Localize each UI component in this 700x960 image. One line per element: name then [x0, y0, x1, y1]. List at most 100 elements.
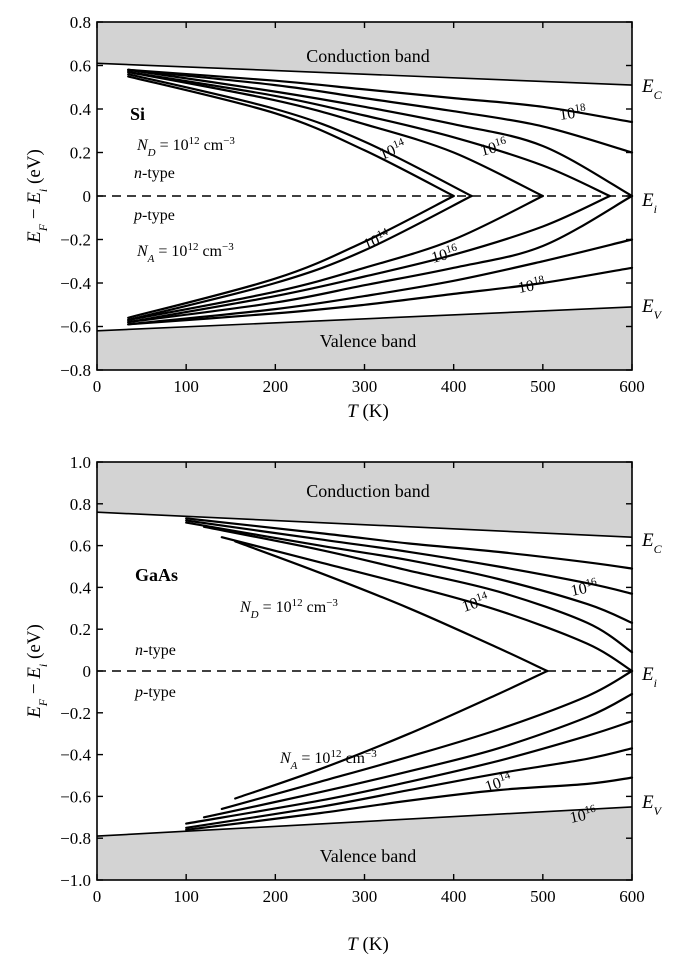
n-letter: n — [135, 642, 143, 659]
x-axis-var: T — [347, 934, 359, 955]
nd-symbol: N — [136, 137, 149, 154]
na-unit: cm — [341, 750, 365, 767]
n-type-curve-2 — [220, 536, 634, 673]
nd-unit: cm — [200, 137, 224, 154]
p-letter: p — [134, 684, 143, 701]
x-tick-label: 500 — [530, 887, 556, 906]
p-type-curve-4 — [127, 194, 611, 324]
nd-doping-label: ND = 1012 cm−3 — [136, 135, 235, 159]
conduction-band-fill — [97, 22, 632, 86]
na-symbol: N — [136, 243, 149, 260]
x-axis-var: T — [347, 401, 359, 422]
fermi-level-curves — [96, 62, 634, 332]
p-type-curve-1 — [234, 669, 549, 800]
n-type-curve-2 — [127, 73, 473, 198]
y-tick-label: −0.2 — [60, 704, 91, 723]
label-p-1e14-exp: 14 — [498, 769, 513, 784]
n-letter: n — [134, 165, 142, 182]
ei-symbol: E — [641, 190, 654, 211]
label-p-1e14-base: 10 — [361, 232, 382, 254]
p-type-curve-5 — [185, 747, 634, 829]
label-p-1e16-base: 10 — [430, 246, 450, 267]
y-tick-label: −0.4 — [60, 274, 91, 293]
n-type-curve-3 — [127, 70, 544, 198]
axis-ticks: 0 100 200 300 400 500 600 1.0 0.8 0.6 0.4 0.2 0 −0.2 −… — [60, 453, 645, 906]
ec-symbol: E — [641, 76, 654, 97]
conduction-band-label: Conduction band — [306, 481, 430, 501]
x-tick-label: 300 — [352, 377, 378, 396]
x-tick-label: 0 — [93, 377, 102, 396]
x-tick-label: 400 — [441, 887, 467, 906]
y-tick-label: 0 — [83, 187, 92, 206]
valence-band-fill — [97, 306, 632, 370]
p-letter: p — [133, 207, 142, 224]
label-n-1e16-exp: 16 — [494, 134, 508, 149]
y-tick-label: 0.2 — [70, 144, 91, 163]
nd-equals: = 10 — [156, 137, 189, 154]
p-type-curve-3 — [127, 194, 544, 322]
n-type-curve-7 — [127, 68, 634, 124]
na-symbol: N — [279, 750, 292, 767]
ei-subscript: i — [654, 202, 657, 216]
na-exp: 12 — [187, 241, 198, 253]
label-p-1e18: 1018 — [516, 273, 546, 296]
nd-equals: = 10 — [259, 599, 292, 616]
na-equals: = 10 — [297, 750, 330, 767]
valence-band-label: Valence band — [320, 846, 416, 866]
conduction-band-label: Conduction band — [306, 46, 430, 66]
x-axis-label: T (K) — [347, 934, 389, 955]
material-label: GaAs — [135, 565, 178, 585]
y-tick-label: −0.8 — [60, 829, 91, 848]
label-n-1e16-exp: 16 — [585, 576, 599, 590]
p-type-curve-2 — [220, 669, 634, 810]
y-axis-label: EF − Ei (eV) — [24, 149, 50, 244]
nd-exp: 12 — [292, 597, 303, 609]
label-p-1e16-base: 10 — [568, 807, 587, 827]
nd-exp: 12 — [189, 135, 200, 147]
label-p-1e16: 1016 — [429, 241, 460, 266]
label-p-1e18-exp: 18 — [532, 273, 545, 287]
y-tick-label: 0.8 — [70, 495, 91, 514]
label-n-1e16-base: 10 — [569, 580, 588, 600]
label-n-1e14: 1014 — [376, 136, 409, 164]
ei-subscript: i — [654, 676, 657, 690]
nd-doping-label: ND = 1012 cm−3 — [239, 597, 338, 621]
n-type-curve-5 — [185, 519, 634, 595]
label-n-1e14-base: 10 — [377, 142, 398, 164]
y-tick-label: 0.4 — [70, 578, 92, 597]
n-type-curve-4 — [127, 70, 611, 198]
label-p-1e16-exp: 16 — [445, 241, 459, 256]
n-type-curve-1 — [234, 540, 549, 673]
ev-label: EV — [641, 296, 663, 322]
p-type-curve-2 — [127, 194, 473, 322]
y-tick-label: 0.2 — [70, 620, 91, 639]
ev-symbol: E — [641, 296, 654, 317]
n-type-curve-3 — [202, 525, 634, 654]
p-type-label: p-type — [133, 207, 175, 224]
x-axis-unit: (K) — [358, 934, 389, 955]
ec-label: EC — [641, 530, 663, 556]
x-tick-label: 500 — [530, 377, 556, 396]
x-axis-label: T (K) — [347, 401, 389, 422]
ec-label: EC — [641, 76, 663, 102]
n-type-rest: -type — [142, 165, 175, 182]
y-axis-label: EF − Ei (eV) — [24, 624, 50, 719]
ev-subscript: V — [654, 804, 663, 818]
p-type-curve-5 — [127, 194, 634, 324]
chart-si: 0 100 200 300 400 500 600 0.8 0.6 0.4 0.2 0 −0.2 −0.4… — [24, 13, 663, 422]
na-subscript: A — [147, 253, 155, 265]
nd-unit: cm — [303, 599, 327, 616]
p-type-label: p-type — [134, 684, 176, 701]
fermi-level-curves — [96, 511, 634, 837]
ev-label: EV — [641, 792, 663, 818]
axis-ticks: 0 100 200 300 400 500 600 0.8 0.6 0.4 0.2 0 −0.2 −0.4… — [60, 13, 645, 396]
y-tick-label: −1.0 — [60, 871, 91, 890]
label-p-1e14: 1014 — [482, 769, 514, 796]
y-tick-label: 0.8 — [70, 13, 91, 32]
n-type-curve-1 — [127, 75, 455, 198]
y-tick-label: −0.2 — [60, 231, 91, 250]
p-type-curve-7 — [127, 266, 634, 326]
n-type-label: n-type — [135, 642, 176, 659]
valence-band-edge — [96, 806, 633, 837]
